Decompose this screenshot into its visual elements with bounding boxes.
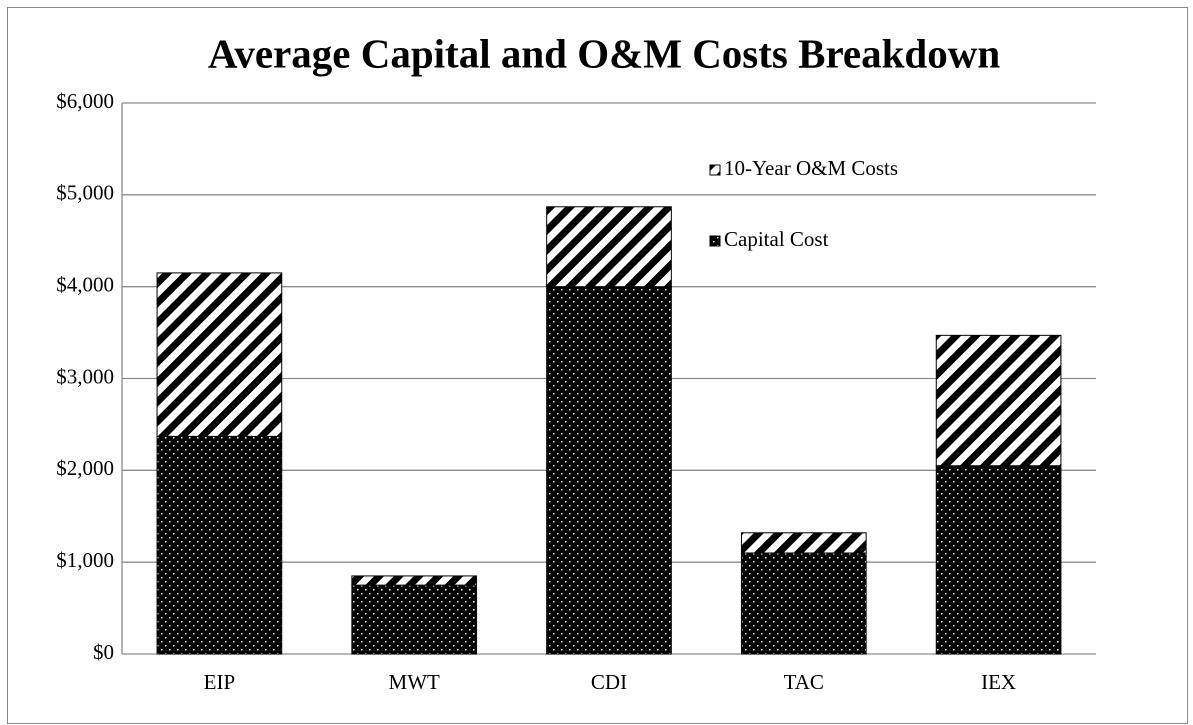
legend-swatch	[709, 235, 721, 247]
chart-title: Average Capital and O&M Costs Breakdown	[208, 30, 1000, 76]
bar-segment	[156, 435, 283, 655]
bar-segment	[935, 465, 1062, 655]
bar-segment	[156, 272, 283, 437]
x-tick-label: CDI	[591, 670, 627, 694]
y-tick-label: $6,000	[56, 89, 114, 113]
y-tick-label: $5,000	[56, 181, 114, 205]
legend-label: 10-Year O&M Costs	[724, 156, 898, 180]
bar-segment	[546, 286, 672, 655]
y-tick-label: $3,000	[56, 364, 114, 388]
y-tick-label: $1,000	[56, 548, 114, 572]
y-tick-label: $0	[93, 640, 114, 664]
bar-segment	[740, 552, 867, 655]
bar-segment	[351, 575, 478, 586]
y-tick-label: $2,000	[56, 456, 114, 480]
bar-segment	[935, 334, 1062, 467]
y-tick-label: $4,000	[56, 272, 114, 296]
legend-label: Capital Cost	[724, 227, 829, 251]
bar-segment	[740, 532, 867, 554]
x-tick-label: TAC	[784, 670, 824, 694]
legend-swatch	[709, 164, 721, 176]
x-tick-label: IEX	[981, 670, 1016, 694]
bar-segment	[546, 206, 672, 288]
x-tick-label: MWT	[389, 670, 440, 694]
x-tick-label: EIP	[204, 670, 236, 694]
bar-segment	[351, 584, 478, 655]
